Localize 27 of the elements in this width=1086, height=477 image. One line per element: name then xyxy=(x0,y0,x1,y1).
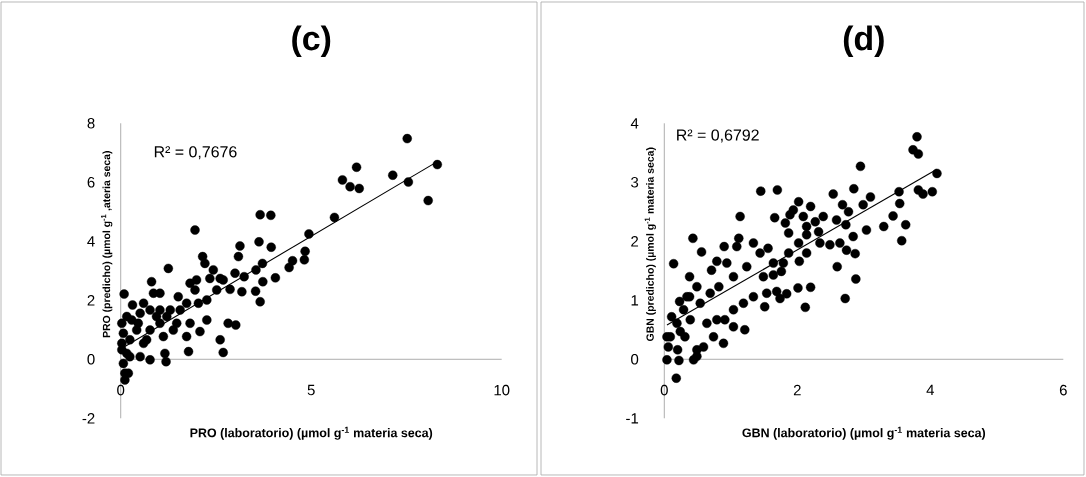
x-tick-label: 5 xyxy=(307,384,315,396)
y-tick-label: 8 xyxy=(87,117,95,129)
y-axis-title: GBN (predicho) (µmol g$^{-1}$ materia seca) xyxy=(644,147,656,342)
y-axis-title: PRO (predicho) (µmol g$^{-1}$ ,ateria seca) xyxy=(101,151,113,338)
annotation: R² = 0,6792 xyxy=(677,129,759,143)
y-tick-label: 4 xyxy=(630,118,639,129)
y-tick-label: 0 xyxy=(631,353,639,365)
x-axis-title: PRO (laboratorio) (µmol g$^{-1}$ materia seca) xyxy=(190,426,433,440)
y-tick-label: -1 xyxy=(626,413,639,424)
y-tick-label: 2 xyxy=(631,236,639,247)
x-tick-label: 4 xyxy=(926,384,935,396)
chart-title: (c) xyxy=(292,25,331,58)
x-tick-label: 2 xyxy=(793,384,801,396)
chart-title: (d) xyxy=(843,25,884,58)
x-tick-label: 0 xyxy=(660,384,668,396)
y-tick-label: 4 xyxy=(87,236,95,247)
y-tick-label: 6 xyxy=(87,176,95,188)
y-tick-label: 1 xyxy=(631,295,639,306)
y-tick-label: 0 xyxy=(87,353,95,365)
y-tick-label: -2 xyxy=(82,413,95,424)
x-tick-label: 6 xyxy=(1059,384,1067,396)
x-axis-title: GBN (laboratorio) (µmol g$^{-1}$ materia seca) xyxy=(742,426,986,440)
y-tick-label: 2 xyxy=(87,295,95,306)
x-tick-label: 10 xyxy=(494,384,510,396)
y-tick-label: 3 xyxy=(631,176,639,188)
annotation: R² = 0,7676 xyxy=(154,146,237,160)
x-tick-label: 0 xyxy=(117,384,125,396)
